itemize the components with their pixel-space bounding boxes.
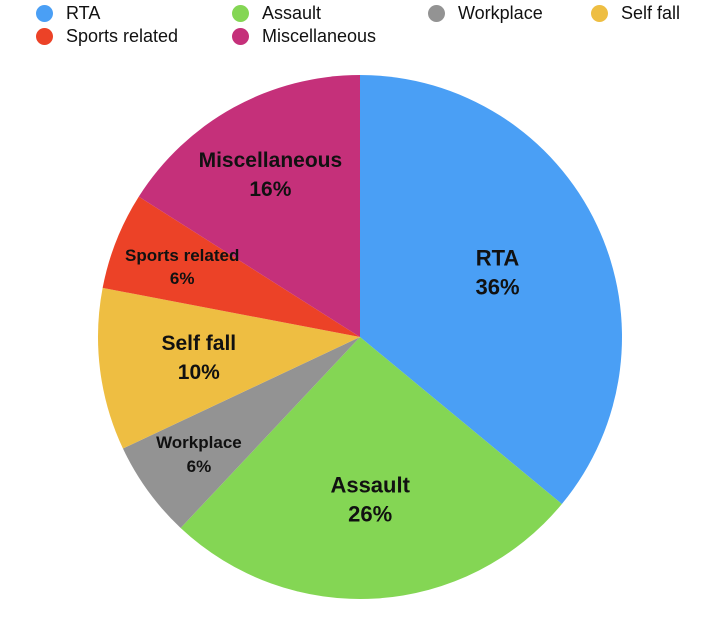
legend-label-sports-related: Sports related [66,25,179,46]
legend: RTA Assault Workplace Self fall Sports r… [0,0,720,52]
pie-slice-assault[interactable] [180,337,562,599]
legend-label-workplace: Workplace [458,2,543,23]
legend-item-rta[interactable]: RTA [36,2,100,24]
legend-item-self-fall[interactable]: Self fall [591,2,680,24]
slice-value-rta: 36% [475,275,519,300]
legend-label-miscellaneous: Miscellaneous [262,25,377,46]
legend-swatch-assault [232,4,249,22]
legend-item-assault[interactable]: Assault [232,2,321,24]
pie-labels: RTA 36% Assault 26% Workplace 6% Self fall 10% S… [125,149,520,526]
pie-slice-sports-related[interactable] [102,196,360,337]
pie-slice-rta[interactable] [360,75,622,505]
slice-value-workplace: 6% [187,457,212,476]
legend-label-self-fall: Self fall [621,2,681,23]
slice-label-self-fall: Self fall [161,332,236,355]
pie-slice-self-fall[interactable] [98,287,360,449]
pie-slice-miscellaneous[interactable] [138,75,360,337]
pie-slices [98,75,622,599]
legend-item-workplace[interactable]: Workplace [428,2,543,24]
legend-item-miscellaneous[interactable]: Miscellaneous [232,25,376,47]
legend-swatch-sports-related [36,27,53,45]
legend-label-assault: Assault [262,2,322,23]
slice-label-workplace: Workplace [156,433,242,452]
slice-label-sports-related: Sports related [125,246,239,265]
legend-swatch-self-fall [591,4,608,22]
pie-slice-workplace[interactable] [122,337,360,528]
legend-swatch-workplace [428,4,445,22]
legend-item-sports-related[interactable]: Sports related [36,25,178,47]
legend-swatch-miscellaneous [232,27,249,45]
legend-swatch-rta [36,4,53,22]
slice-value-miscellaneous: 16% [249,178,291,201]
slice-value-self-fall: 10% [178,361,220,384]
slice-label-rta: RTA [476,246,520,271]
slice-value-sports-related: 6% [170,269,195,288]
slice-label-assault: Assault [330,472,410,497]
legend-label-rta: RTA [66,2,101,23]
slice-value-assault: 26% [348,501,392,526]
slice-label-miscellaneous: Miscellaneous [199,149,343,172]
